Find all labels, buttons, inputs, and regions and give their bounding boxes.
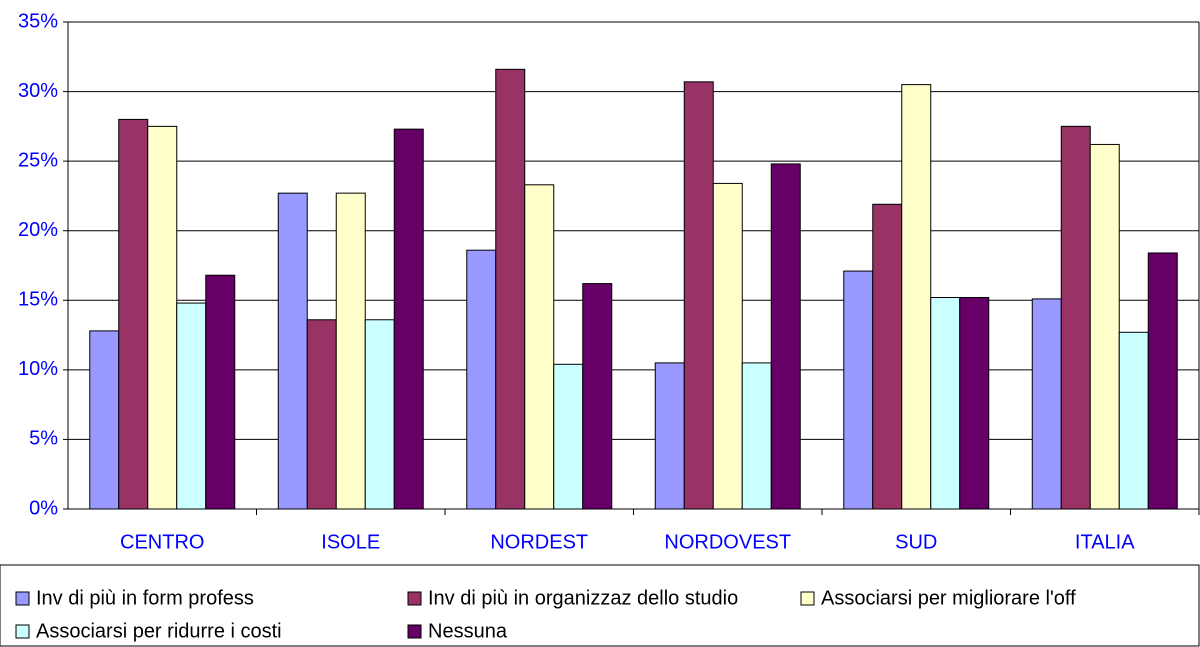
x-tick-label: CENTRO [120, 531, 204, 553]
legend-swatch [15, 624, 30, 639]
bar [364, 319, 395, 510]
bar [176, 302, 207, 510]
bar [495, 68, 526, 510]
y-tick-label: 30% [18, 80, 58, 102]
bar [1031, 298, 1062, 510]
y-tick-label: 35% [18, 10, 58, 32]
legend-swatch [407, 624, 422, 639]
legend-label: Nessuna [428, 620, 508, 642]
bar [1118, 331, 1149, 510]
bar [712, 182, 743, 510]
bar [872, 203, 903, 510]
bar [524, 184, 555, 510]
legend-swatch [15, 591, 30, 606]
bar [335, 192, 366, 510]
bar [582, 283, 613, 510]
y-tick-label: 10% [18, 358, 58, 380]
bar [959, 297, 990, 510]
x-tick-label: ITALIA [1075, 531, 1135, 553]
x-tick-label: NORDEST [490, 531, 588, 553]
bar [683, 81, 714, 510]
bar [306, 319, 337, 510]
x-tick-label: ISOLE [321, 531, 380, 553]
bar [205, 274, 236, 510]
bar [770, 163, 801, 510]
legend-label: Associarsi per migliorare l'off [821, 587, 1076, 609]
legend-box [0, 564, 1200, 647]
bar [654, 362, 685, 510]
legend-label: Associarsi per ridurre i costi [36, 620, 282, 642]
bar [1089, 143, 1120, 510]
y-tick-label: 15% [18, 289, 58, 311]
y-tick-label: 20% [18, 219, 58, 241]
bar [843, 270, 874, 510]
bar [1147, 252, 1178, 510]
legend-label: Inv di più in organizzaz dello studio [428, 587, 738, 609]
bar [89, 330, 120, 510]
bar [147, 125, 178, 510]
bar [118, 118, 149, 510]
bar [930, 297, 961, 510]
bar [1060, 125, 1091, 510]
x-tick-label: NORDOVEST [664, 531, 791, 553]
y-tick-label: 0% [29, 497, 58, 519]
legend-swatch [800, 591, 815, 606]
x-tick-label: SUD [895, 531, 937, 553]
legend-swatch [407, 591, 422, 606]
bar [901, 84, 932, 510]
bar [277, 192, 308, 510]
bar [553, 363, 584, 510]
bar [466, 249, 497, 510]
bar [393, 128, 424, 510]
bar [741, 362, 772, 510]
y-tick-label: 25% [18, 149, 58, 171]
y-tick-label: 5% [29, 428, 58, 450]
legend-label: Inv di più in form profess [36, 587, 254, 609]
